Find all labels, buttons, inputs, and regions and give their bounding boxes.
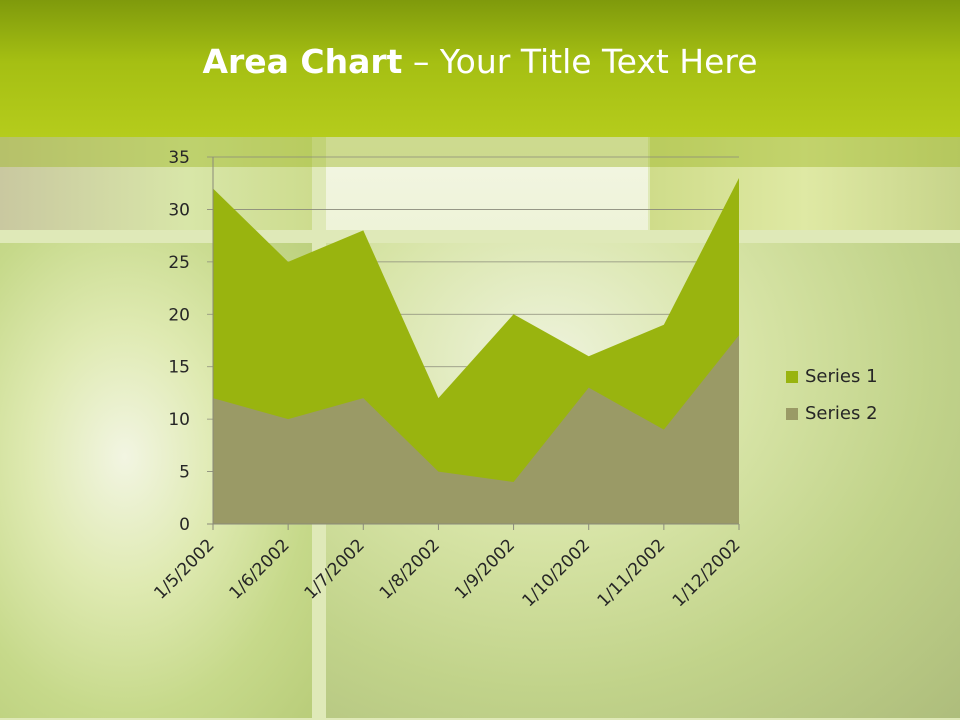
y-tick-label: 15 — [168, 358, 190, 378]
slide-title-bold: Area Chart — [202, 42, 403, 81]
bg-tile-top-center — [326, 137, 648, 230]
y-tick-label: 20 — [168, 305, 190, 325]
legend-label-series-2: Series 2 — [805, 403, 878, 424]
x-tick-label: 1/10/2002 — [518, 535, 594, 611]
series-areas — [213, 177, 739, 524]
title-bar-band — [0, 137, 960, 167]
slide-title-rest: – Your Title Text Here — [402, 42, 758, 81]
axes — [207, 157, 740, 530]
y-tick-label: 0 — [179, 515, 190, 535]
slide-title: Area Chart – Your Title Text Here — [0, 40, 960, 84]
y-tick-label: 35 — [168, 148, 190, 168]
legend-swatch-series-2 — [786, 407, 798, 420]
title-bar — [0, 0, 960, 137]
chart-legend: Series 1 Series 2 — [786, 358, 878, 432]
legend-item-series-1: Series 1 — [786, 358, 878, 395]
x-tick-labels: 1/5/2002 1/6/2002 1/7/2002 1/8/2002 1/9/2002… — [150, 535, 744, 611]
x-tick-label: 1/7/2002 — [301, 535, 369, 603]
x-tick-label: 1/9/2002 — [451, 535, 519, 603]
bg-tile-top-left — [0, 137, 312, 230]
x-tick-label: 1/11/2002 — [594, 535, 670, 611]
bg-tile-top-right — [650, 137, 960, 230]
x-tick-label: 1/8/2002 — [376, 535, 444, 603]
y-tick-labels: 0 5 10 15 20 25 30 35 — [168, 148, 190, 535]
legend-item-series-2: Series 2 — [786, 395, 878, 432]
legend-swatch-series-1 — [786, 370, 798, 383]
y-tick-label: 30 — [168, 200, 190, 220]
y-tick-label: 25 — [168, 253, 190, 273]
y-tick-label: 5 — [179, 463, 190, 483]
x-tick-label: 1/5/2002 — [150, 535, 218, 603]
x-tick-label: 1/6/2002 — [226, 535, 294, 603]
y-tick-label: 10 — [168, 410, 190, 430]
legend-label-series-1: Series 1 — [805, 366, 878, 387]
area-series-2 — [213, 335, 739, 524]
x-tick-label: 1/12/2002 — [669, 535, 745, 611]
